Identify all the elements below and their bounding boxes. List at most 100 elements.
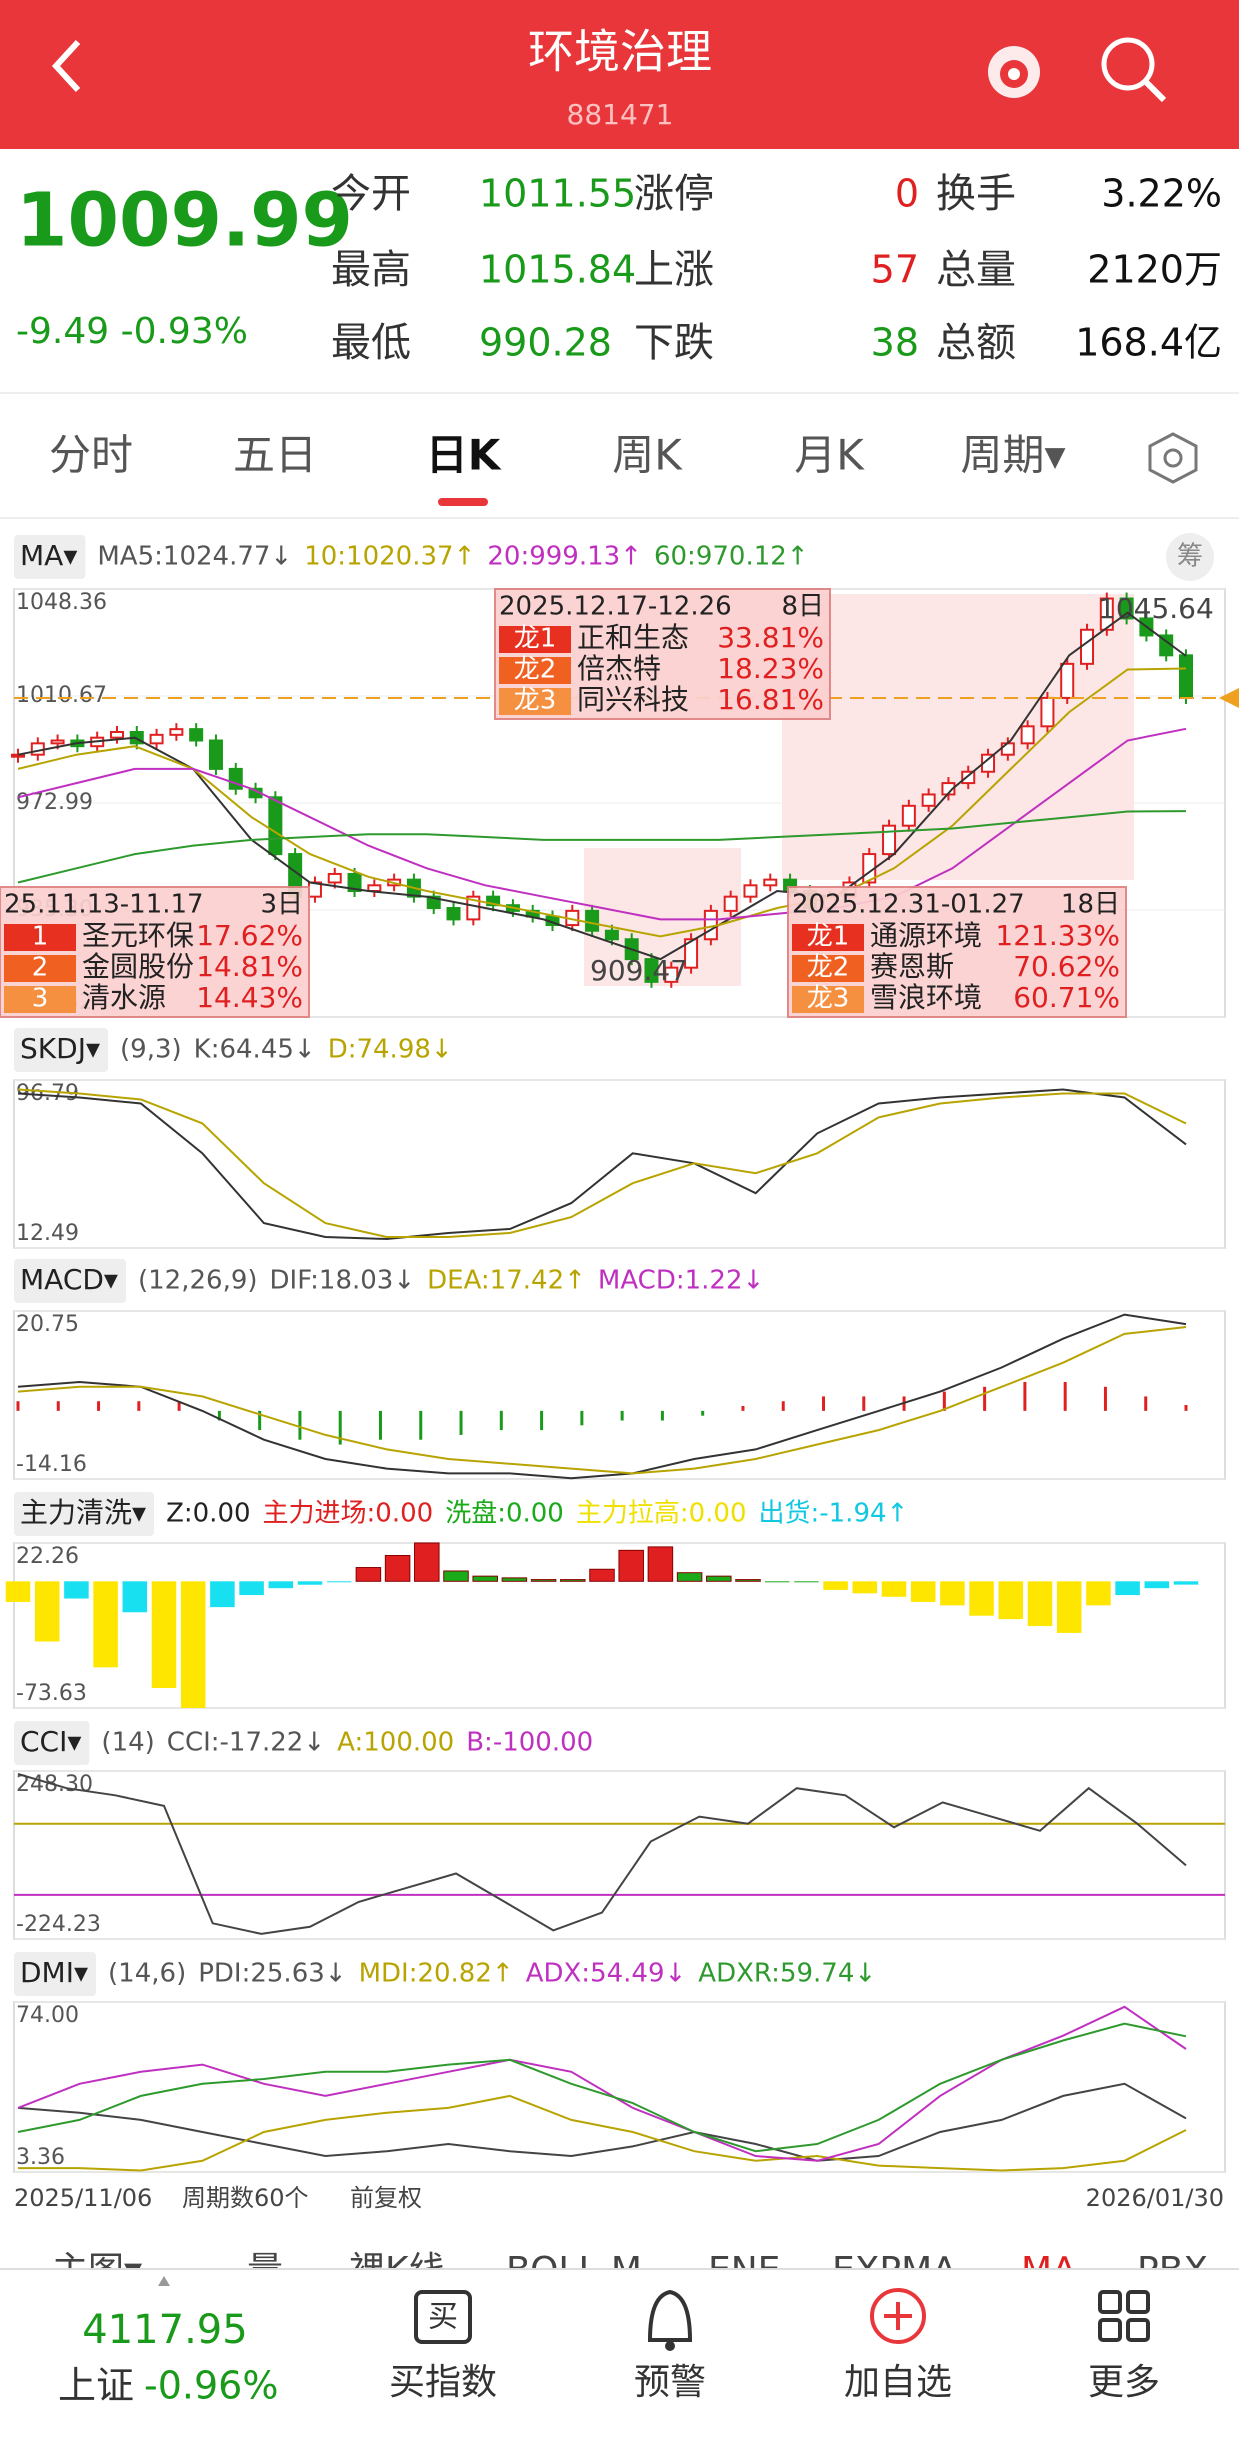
- alert-icon[interactable]: [647, 2289, 693, 2351]
- candle: [367, 884, 382, 892]
- low-label: 909.47: [590, 954, 688, 987]
- candle: [466, 895, 481, 921]
- indicator-button-bg: [14, 1952, 97, 1996]
- bar: [764, 1581, 790, 1583]
- search-button[interactable]: [1101, 37, 1167, 103]
- bar: [210, 1581, 235, 1608]
- tab[interactable]: 分时: [49, 431, 133, 480]
- legend-item: MACD:1.22↓: [598, 1266, 764, 1296]
- candle: [327, 872, 342, 884]
- indicator-button[interactable]: MACD▾: [20, 1263, 118, 1296]
- subtab[interactable]: PBX: [1137, 2250, 1208, 2291]
- subtab[interactable]: EXPMA: [832, 2250, 957, 2291]
- quote-value: 0: [895, 172, 919, 216]
- candle: [446, 907, 461, 921]
- price: 1009.99: [16, 178, 353, 264]
- indicator-line: [17, 1326, 1187, 1475]
- candle: [743, 884, 758, 898]
- bar: [852, 1581, 878, 1594]
- settings-button[interactable]: [1148, 432, 1198, 484]
- quote-value: 168.4亿: [1075, 321, 1222, 365]
- quote-label: 换手: [936, 171, 1016, 217]
- tab[interactable]: 周期▾: [960, 431, 1065, 480]
- bar: [355, 1567, 382, 1582]
- quote-label: 最低: [331, 320, 411, 366]
- footer-label: 周期数60个: [182, 2184, 309, 2212]
- indicator-button-bg: [14, 1721, 90, 1765]
- annotation-tag: 龙2: [807, 953, 850, 983]
- indicator-line: [17, 2082, 1187, 2162]
- candle: [585, 909, 600, 932]
- toolbar-label[interactable]: 加自选: [844, 2362, 952, 2403]
- chip-label: 筹: [1177, 542, 1203, 572]
- bar: [5, 1581, 31, 1602]
- indicator-line: [17, 2022, 1187, 2153]
- subtab[interactable]: BOLL-M: [506, 2250, 642, 2291]
- bar: [881, 1581, 907, 1597]
- indicator-line: [17, 1773, 1187, 1935]
- legend-item: CCI:-17.22↓: [167, 1728, 325, 1758]
- tab[interactable]: 日K: [426, 431, 502, 480]
- candle: [1080, 628, 1095, 665]
- quote-label: 上涨: [634, 247, 714, 293]
- tick-label: 1048.36: [16, 590, 107, 615]
- legend-item: PDI:25.63↓: [198, 1959, 346, 1989]
- tick-label: 22.26: [16, 1544, 79, 1569]
- annotation-date: 2025.12.31-01.27: [792, 890, 1025, 920]
- annotation-tag-bg: [499, 626, 571, 653]
- legend-item: B:-100.00: [466, 1728, 593, 1758]
- legend-item: 主力拉高:0.00: [576, 1499, 747, 1529]
- bar: [1144, 1581, 1170, 1589]
- toolbar-label[interactable]: 预警: [634, 2362, 706, 2403]
- toolbar-label[interactable]: 更多: [1088, 2362, 1160, 2403]
- annotation-tag: 1: [32, 922, 49, 952]
- indicator-button[interactable]: CCI▾: [20, 1725, 81, 1758]
- indicator-button[interactable]: MA▾: [20, 539, 77, 572]
- back-button[interactable]: [51, 39, 81, 93]
- panel-frame: [13, 1770, 1226, 1940]
- indicator-button[interactable]: SKDJ▾: [20, 1032, 100, 1065]
- tab[interactable]: 五日: [233, 431, 317, 480]
- panel-frame: [13, 2001, 1226, 2173]
- indicator-button[interactable]: 主力清洗▾: [20, 1496, 146, 1529]
- subtab[interactable]: 量: [247, 2250, 283, 2291]
- mascot-icon[interactable]: [988, 46, 1040, 98]
- bar: [969, 1581, 994, 1616]
- tick-label: 972.99: [16, 790, 93, 815]
- footer-label: 前复权: [350, 2184, 422, 2212]
- more-icon[interactable]: [1098, 2290, 1150, 2342]
- subtab[interactable]: 裸K线: [349, 2250, 445, 2291]
- quote-label: 总额: [936, 320, 1016, 366]
- annotation-tag-bg: [792, 955, 864, 982]
- toolbar-label[interactable]: 买指数: [389, 2362, 497, 2403]
- candle: [1000, 742, 1015, 756]
- bar: [940, 1581, 965, 1606]
- chip-button[interactable]: [1166, 533, 1214, 581]
- candle: [763, 878, 778, 887]
- candle: [1040, 696, 1055, 728]
- subtab[interactable]: ENE: [708, 2250, 780, 2291]
- annotation-tag-bg: [4, 955, 76, 982]
- annotation-tag: 3: [32, 984, 49, 1014]
- footer-label: 2025/11/06: [14, 2184, 152, 2212]
- subtab[interactable]: 主图▾: [52, 2250, 142, 2291]
- expand-arrow[interactable]: [158, 2276, 170, 2286]
- svg-text:买: 买: [428, 2300, 458, 2335]
- add-watch-icon[interactable]: [870, 2288, 926, 2344]
- annotation-name: 同兴科技: [577, 683, 689, 716]
- bar: [676, 1572, 703, 1582]
- subtab[interactable]: MA: [1021, 2250, 1077, 2291]
- indicator-line: [18, 2094, 1187, 2172]
- bar: [823, 1581, 848, 1590]
- legend-item: 洗盘:0.00: [445, 1499, 564, 1529]
- candle: [169, 728, 184, 736]
- bar: [151, 1581, 177, 1688]
- candle: [901, 804, 916, 827]
- buy-index-icon[interactable]: 买: [414, 2290, 472, 2344]
- candle: [882, 824, 897, 856]
- indicator-button[interactable]: DMI▾: [20, 1956, 88, 1989]
- annotation-name: 通源环境: [870, 919, 982, 952]
- tab[interactable]: 月K: [794, 431, 865, 480]
- tab[interactable]: 周K: [612, 431, 683, 480]
- indicator-line: [17, 2005, 1187, 2162]
